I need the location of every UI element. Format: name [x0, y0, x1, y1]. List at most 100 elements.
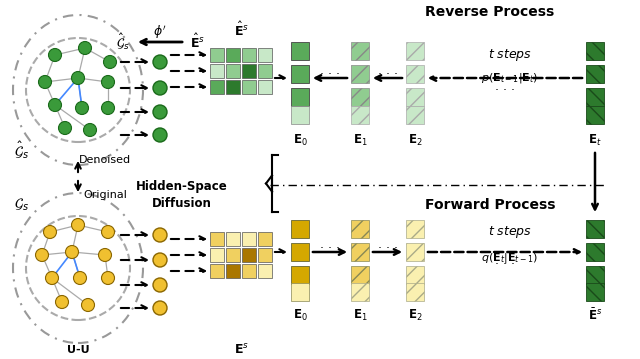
Circle shape	[153, 278, 167, 292]
Bar	[351, 65, 369, 83]
Bar	[291, 220, 309, 238]
Text: $\mathbf{E}^s$: $\mathbf{E}^s$	[234, 343, 250, 357]
Bar	[210, 232, 224, 246]
Circle shape	[99, 248, 111, 261]
Bar	[586, 266, 604, 284]
Bar	[242, 80, 256, 94]
Bar	[291, 42, 309, 60]
Bar	[351, 220, 369, 238]
Text: $\mathbf{E}_0$: $\mathbf{E}_0$	[292, 307, 307, 322]
Text: $\hat{\mathbf{E}}^s$: $\hat{\mathbf{E}}^s$	[234, 21, 250, 39]
Circle shape	[79, 42, 92, 55]
Text: $\mathcal{G}_s$: $\mathcal{G}_s$	[15, 197, 29, 213]
Bar	[242, 48, 256, 62]
Text: · · ·: · · ·	[378, 242, 397, 256]
Bar	[351, 243, 369, 261]
Text: · · ·: · · ·	[378, 69, 397, 81]
Circle shape	[74, 271, 86, 284]
Circle shape	[102, 225, 115, 238]
Circle shape	[76, 102, 88, 115]
Text: Hidden-Space
Diffusion: Hidden-Space Diffusion	[136, 180, 228, 210]
Bar	[406, 266, 424, 284]
Bar	[226, 264, 240, 278]
Circle shape	[58, 121, 72, 135]
Bar	[586, 220, 604, 238]
Circle shape	[45, 271, 58, 284]
Bar	[210, 264, 224, 278]
Bar	[586, 42, 604, 60]
Bar	[258, 232, 272, 246]
Circle shape	[102, 271, 115, 284]
Text: · · ·: · · ·	[495, 257, 515, 270]
Text: · · ·: · · ·	[495, 84, 515, 97]
Text: $\hat{\mathcal{G}}_s$: $\hat{\mathcal{G}}_s$	[116, 32, 130, 52]
Bar	[351, 88, 369, 106]
Bar	[242, 264, 256, 278]
Bar	[226, 248, 240, 262]
Circle shape	[81, 298, 95, 312]
Bar	[351, 42, 369, 60]
Text: $\mathbf{E}_2$: $\mathbf{E}_2$	[408, 307, 422, 322]
Text: Forward Process: Forward Process	[425, 198, 556, 212]
Text: $\mathbf{E}_1$: $\mathbf{E}_1$	[353, 132, 367, 148]
Circle shape	[83, 123, 97, 136]
Text: $\mathbf{E}_0$: $\mathbf{E}_0$	[292, 132, 307, 148]
Text: $p(\mathbf{E}_{t-1}|\mathbf{E}_t)$: $p(\mathbf{E}_{t-1}|\mathbf{E}_t)$	[481, 71, 539, 85]
Bar	[226, 80, 240, 94]
Text: $\mathbf{E}_1$: $\mathbf{E}_1$	[353, 307, 367, 322]
Bar	[226, 232, 240, 246]
Circle shape	[35, 248, 49, 261]
Circle shape	[153, 81, 167, 95]
Circle shape	[104, 56, 116, 69]
Text: $t$ steps: $t$ steps	[488, 224, 532, 240]
Circle shape	[102, 75, 115, 89]
Bar	[406, 283, 424, 301]
Bar	[210, 248, 224, 262]
Circle shape	[49, 48, 61, 61]
Circle shape	[102, 102, 115, 115]
Text: $\mathbf{E}_2$: $\mathbf{E}_2$	[408, 132, 422, 148]
Circle shape	[153, 128, 167, 142]
Bar	[291, 266, 309, 284]
Circle shape	[153, 105, 167, 119]
Text: U-U: U-U	[67, 345, 90, 355]
Bar	[406, 243, 424, 261]
Bar	[226, 64, 240, 78]
Bar	[210, 80, 224, 94]
Circle shape	[49, 98, 61, 112]
Bar	[586, 283, 604, 301]
Bar	[406, 88, 424, 106]
Text: · · ·: · · ·	[320, 242, 340, 256]
Bar	[258, 64, 272, 78]
Text: $\phi'$: $\phi'$	[153, 23, 167, 41]
Bar	[242, 248, 256, 262]
Bar	[291, 283, 309, 301]
Bar	[291, 106, 309, 124]
Bar	[586, 106, 604, 124]
Circle shape	[153, 253, 167, 267]
Text: Reverse Process: Reverse Process	[426, 5, 555, 19]
Bar	[258, 248, 272, 262]
Text: $\bar{\mathbf{E}}^s$: $\bar{\mathbf{E}}^s$	[588, 307, 602, 323]
Bar	[351, 106, 369, 124]
Text: $\hat{\mathcal{G}}_s$: $\hat{\mathcal{G}}_s$	[15, 139, 29, 161]
Bar	[291, 65, 309, 83]
Text: · · ·: · · ·	[320, 69, 340, 81]
Bar	[586, 88, 604, 106]
Bar	[586, 65, 604, 83]
Bar	[242, 232, 256, 246]
Circle shape	[56, 295, 68, 308]
Circle shape	[153, 228, 167, 242]
Bar	[291, 243, 309, 261]
Bar	[210, 64, 224, 78]
Bar	[351, 283, 369, 301]
Circle shape	[153, 55, 167, 69]
Bar	[406, 106, 424, 124]
Bar	[242, 64, 256, 78]
Bar	[586, 243, 604, 261]
Bar	[351, 266, 369, 284]
Text: $q(\mathbf{E}_t|\mathbf{E}_{t-1})$: $q(\mathbf{E}_t|\mathbf{E}_{t-1})$	[481, 251, 539, 265]
Text: $\mathbf{E}_t$: $\mathbf{E}_t$	[588, 132, 602, 148]
Circle shape	[72, 71, 84, 84]
Circle shape	[38, 75, 51, 89]
